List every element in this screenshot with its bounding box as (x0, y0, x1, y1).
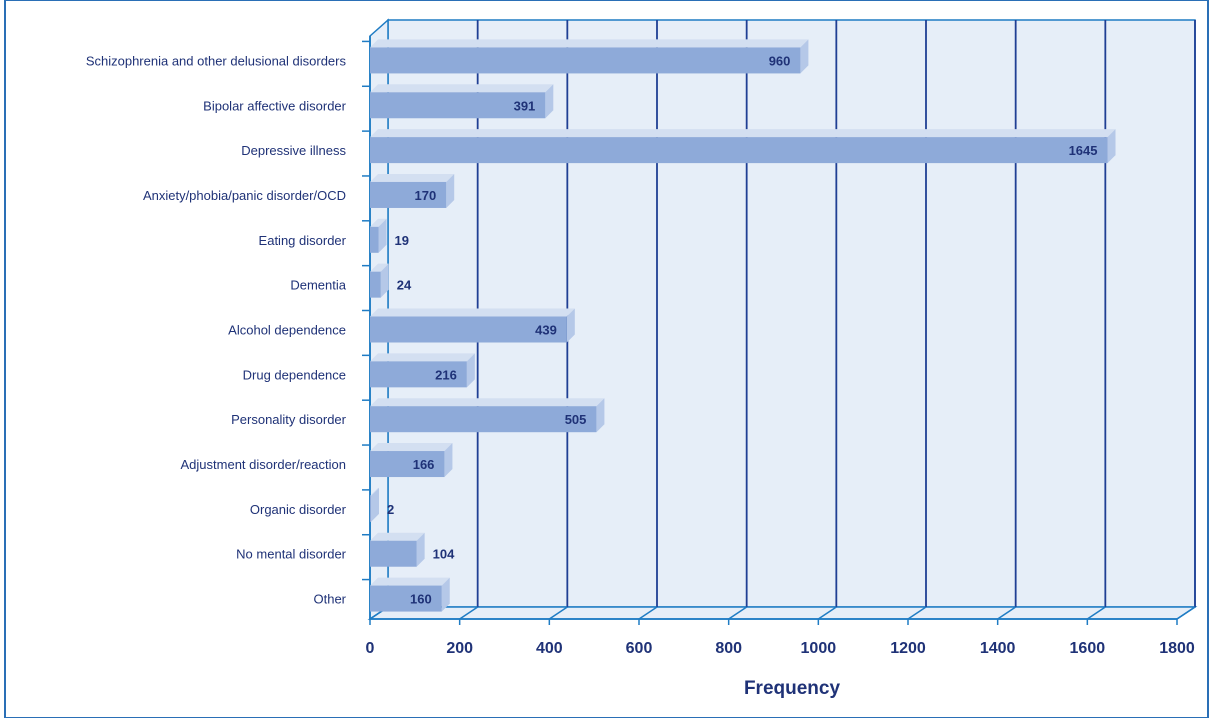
bar-side (380, 263, 389, 298)
bar (370, 406, 597, 433)
data-label: 2 (387, 502, 394, 517)
bar (370, 137, 1108, 164)
floor-grid-line (817, 606, 837, 620)
category-label: Organic disorder (250, 502, 347, 517)
category-labels: Schizophrenia and other delusional disor… (86, 53, 347, 606)
bar (370, 226, 379, 253)
bar-top (370, 263, 389, 272)
floor-grid-line (1176, 606, 1196, 620)
bar (370, 361, 467, 388)
category-label: Other (313, 592, 346, 607)
category-label: No mental disorder (236, 547, 346, 562)
category-label: Depressive illness (241, 143, 346, 158)
bar-side (566, 308, 575, 343)
bar (370, 585, 442, 612)
floor-grid-line (997, 606, 1017, 620)
bar-side (800, 39, 809, 74)
x-tick-label: 1600 (1070, 640, 1106, 657)
bar-top (370, 173, 455, 182)
bar-top (370, 577, 450, 586)
bar-top (370, 353, 475, 362)
x-tick-label: 1800 (1159, 640, 1195, 657)
floor-grid-line (1086, 606, 1106, 620)
category-label: Bipolar affective disorder (203, 98, 347, 113)
floor-grid-line (728, 606, 748, 620)
bar-side (596, 398, 605, 433)
category-label: Personality disorder (231, 412, 347, 427)
bar-side (441, 577, 450, 612)
bar (370, 495, 371, 522)
x-tick-label: 1400 (980, 640, 1016, 657)
bar-top (370, 443, 453, 452)
category-label: Adjustment disorder/reaction (181, 457, 346, 472)
category-label: Dementia (290, 278, 346, 293)
data-label: 160 (410, 592, 432, 607)
bars: 960 391 1645 170 19 24 439 216 505 166 2 104 160 (370, 39, 1116, 612)
x-tick-label: 400 (536, 640, 563, 657)
bar-side (416, 532, 425, 567)
data-label: 170 (415, 188, 437, 203)
bar-side (466, 353, 475, 388)
bar-top (370, 129, 1116, 138)
data-label: 439 (535, 323, 557, 338)
x-tick-label: 800 (715, 640, 742, 657)
category-label: Anxiety/phobia/panic disorder/OCD (143, 188, 346, 203)
x-tick-label: 0 (366, 640, 375, 657)
data-label: 24 (397, 278, 412, 293)
category-label: Eating disorder (259, 233, 347, 248)
bar-top (370, 532, 425, 541)
x-tick-labels: 0 200 400 600 800 1000 1200 1400 1600 1800 (366, 640, 1195, 657)
bar-side (371, 487, 379, 522)
x-tick-label: 200 (446, 640, 473, 657)
bar (370, 451, 445, 478)
bar-side (444, 443, 453, 478)
x-axis-title: Frequency (744, 678, 841, 699)
bar-side (545, 84, 554, 119)
bar (370, 92, 546, 119)
bar-top (370, 487, 379, 496)
data-label: 391 (514, 98, 536, 113)
bar (370, 47, 801, 74)
x-tick-label: 600 (626, 640, 653, 657)
category-label: Alcohol dependence (228, 323, 346, 338)
bar-side (446, 173, 455, 208)
category-label: Schizophrenia and other delusional disor… (86, 53, 347, 68)
x-tick-label: 1200 (890, 640, 926, 657)
data-label: 1645 (1069, 143, 1098, 158)
bar-top (370, 39, 809, 48)
floor-grid-line (548, 606, 568, 620)
category-label: Drug dependence (243, 367, 346, 382)
floor-grid-line (907, 606, 927, 620)
bar-side (378, 218, 387, 253)
x-tick-label: 1000 (801, 640, 837, 657)
bar-top (370, 84, 554, 93)
bar (370, 271, 381, 298)
bar-top (370, 398, 605, 407)
bar (370, 181, 447, 208)
bar-top (370, 308, 575, 317)
data-label: 166 (413, 457, 435, 472)
bar (370, 540, 417, 567)
bar (370, 316, 567, 343)
bar-top (370, 218, 387, 227)
data-label: 960 (769, 53, 791, 68)
floor-grid-line (638, 606, 658, 620)
plot-floor (367, 606, 1198, 620)
data-label: 216 (435, 367, 457, 382)
data-label: 505 (565, 412, 587, 427)
bar-side (1107, 129, 1116, 164)
data-label: 104 (433, 547, 455, 562)
floor-grid-line (459, 606, 479, 620)
data-label: 19 (395, 233, 409, 248)
